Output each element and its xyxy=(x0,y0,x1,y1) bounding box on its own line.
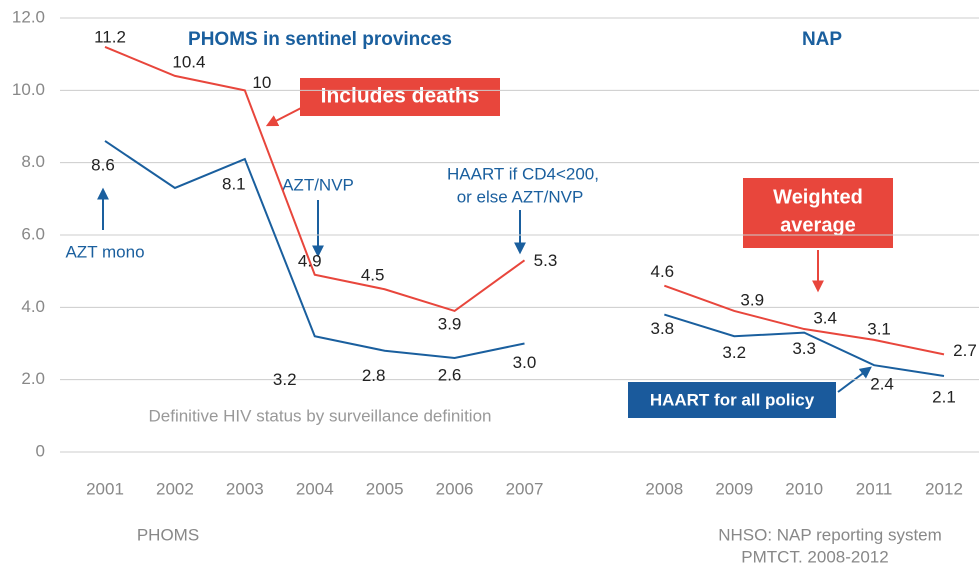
data-label: 3.2 xyxy=(273,370,297,389)
data-label: 3.0 xyxy=(513,353,537,372)
series-line xyxy=(104,140,945,378)
legend-label: Definitive HIV status by surveillance de… xyxy=(149,406,492,425)
x-tick-label: 2009 xyxy=(715,479,753,498)
x-tick-label: 2011 xyxy=(856,479,893,498)
annotation: or else AZT/NVP xyxy=(457,187,584,206)
annotation: AZT/NVP xyxy=(282,175,354,194)
data-label: 3.1 xyxy=(867,319,891,338)
data-label: 2.6 xyxy=(438,365,462,384)
y-tick-label: 12.0 xyxy=(12,7,45,26)
data-label: 3.8 xyxy=(651,319,675,338)
x-tick-label: 2007 xyxy=(506,479,544,498)
x-tick-label: 2010 xyxy=(785,479,823,498)
legend-box xyxy=(300,78,500,116)
x-tick-label: 2003 xyxy=(226,479,264,498)
y-tick-label: 0 xyxy=(36,441,45,460)
data-label: 3.4 xyxy=(813,309,837,328)
section-title: NAP xyxy=(802,29,842,50)
data-label: 4.6 xyxy=(651,262,675,281)
annotation: Weighted xyxy=(773,186,863,208)
y-tick-label: 6.0 xyxy=(21,224,45,243)
data-label: 4.9 xyxy=(298,251,322,270)
x-tick-label: 2012 xyxy=(925,479,963,498)
annotation-box xyxy=(743,178,893,248)
data-label: 3.2 xyxy=(722,343,746,362)
source-note: PMTCT. 2008-2012 xyxy=(741,547,888,564)
annotation: AZT mono xyxy=(65,242,144,261)
annotation: HAART if CD4<200, xyxy=(447,164,599,183)
source-note: PHOMS xyxy=(137,525,199,544)
x-tick-label: 2002 xyxy=(156,479,194,498)
x-tick-label: 2004 xyxy=(296,479,334,498)
data-label: 2.8 xyxy=(362,366,386,385)
annotation: average xyxy=(780,214,856,236)
data-label: 10 xyxy=(252,73,271,92)
annotation-box xyxy=(628,382,836,418)
data-label: 10.4 xyxy=(172,52,205,71)
legend-label: Includes deaths xyxy=(321,85,480,108)
series-line xyxy=(104,46,945,356)
y-tick-label: 4.0 xyxy=(21,297,45,316)
y-tick-label: 2.0 xyxy=(21,369,45,388)
data-label: 11.2 xyxy=(94,27,126,46)
arrow xyxy=(265,105,306,127)
x-tick-label: 2008 xyxy=(645,479,683,498)
data-label: 4.5 xyxy=(361,266,385,285)
data-label: 8.6 xyxy=(91,155,115,174)
data-label: 3.3 xyxy=(792,339,816,358)
data-label: 2.4 xyxy=(870,375,894,394)
data-label: 8.1 xyxy=(222,175,246,194)
source-note: NHSO: NAP reporting system xyxy=(718,525,942,544)
section-title: PHOMS in sentinel provinces xyxy=(188,29,452,50)
data-label: 3.9 xyxy=(438,314,462,333)
data-label: 3.9 xyxy=(740,290,764,309)
y-tick-label: 10.0 xyxy=(12,80,45,99)
data-label: 2.1 xyxy=(932,388,956,407)
x-tick-label: 2005 xyxy=(366,479,404,498)
data-label: 5.3 xyxy=(534,251,558,270)
annotation: HAART for all policy xyxy=(650,390,815,409)
x-tick-label: 2001 xyxy=(86,479,124,498)
x-tick-label: 2006 xyxy=(436,479,474,498)
data-label: 2.7 xyxy=(953,341,977,360)
y-tick-label: 8.0 xyxy=(21,152,45,171)
